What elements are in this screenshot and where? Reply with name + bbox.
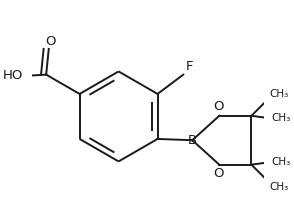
Text: HO: HO xyxy=(3,70,23,82)
Text: CH₃: CH₃ xyxy=(272,113,291,123)
Text: O: O xyxy=(213,167,223,180)
Text: O: O xyxy=(45,35,55,48)
Text: O: O xyxy=(213,100,223,113)
Text: CH₃: CH₃ xyxy=(272,157,291,167)
Text: F: F xyxy=(185,60,193,73)
Text: CH₃: CH₃ xyxy=(269,182,288,192)
Text: CH₃: CH₃ xyxy=(269,89,288,99)
Text: B: B xyxy=(188,134,197,147)
